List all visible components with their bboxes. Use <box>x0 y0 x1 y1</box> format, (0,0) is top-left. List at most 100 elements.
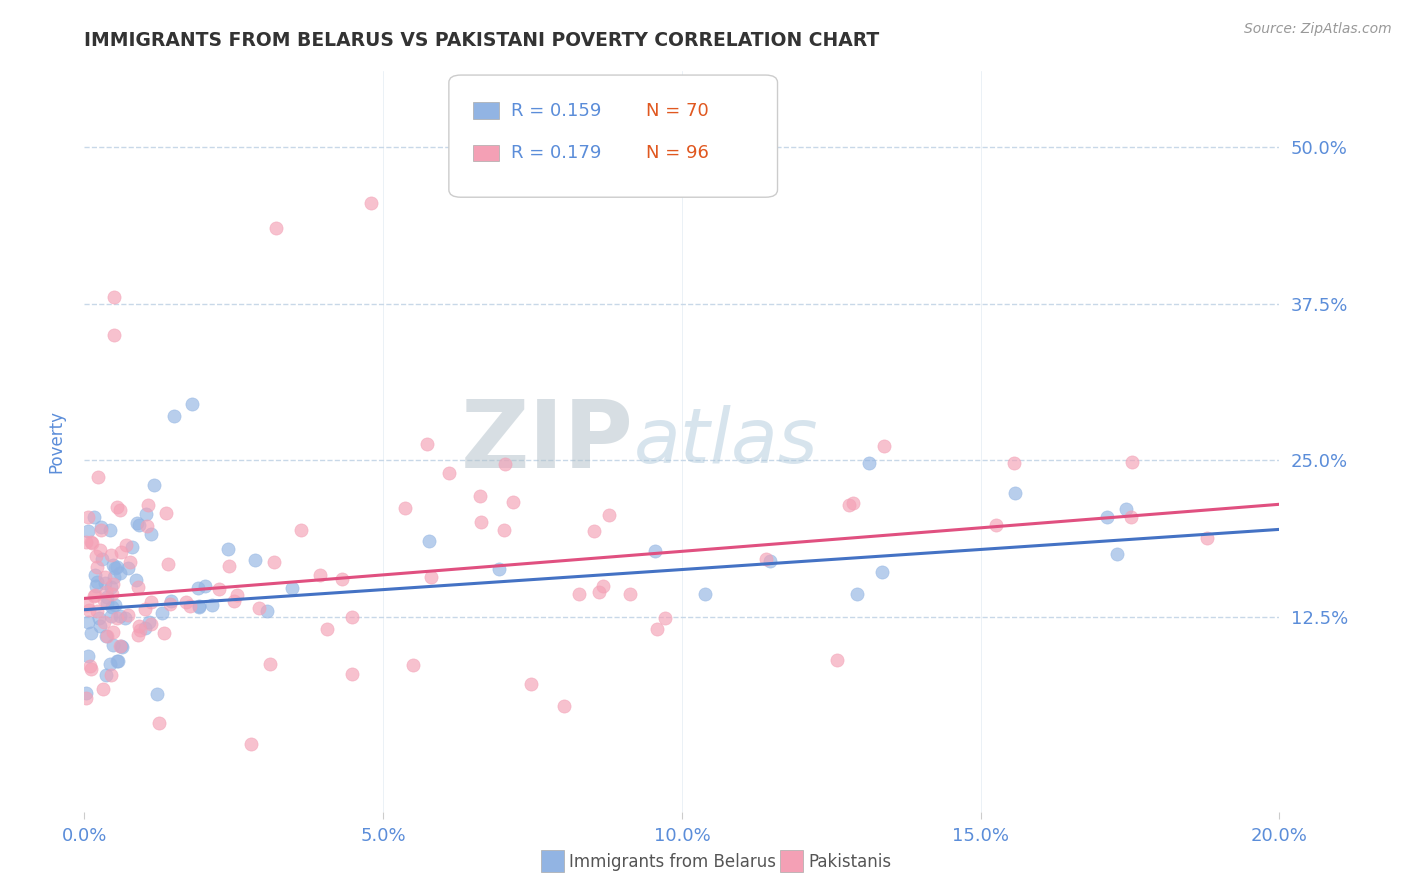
Point <box>281 582 304 596</box>
Point <box>96 667 118 681</box>
Point <box>127 580 149 594</box>
Point <box>110 545 132 559</box>
Point <box>98 523 121 537</box>
Text: R = 0.179: R = 0.179 <box>510 144 602 161</box>
Point <box>1002 456 1025 470</box>
Point <box>1115 502 1137 516</box>
Point <box>115 538 138 552</box>
Point <box>86 604 108 618</box>
Point <box>155 506 177 520</box>
Point <box>360 196 382 211</box>
Point <box>330 572 353 586</box>
Point <box>468 489 491 503</box>
Point <box>420 570 443 584</box>
Point <box>188 599 211 614</box>
Point <box>86 560 108 574</box>
Point <box>117 608 139 623</box>
Point <box>148 716 170 731</box>
Point <box>90 520 112 534</box>
Point <box>114 611 136 625</box>
Point <box>163 409 186 424</box>
Point <box>1004 485 1026 500</box>
Point <box>100 609 122 624</box>
Point <box>103 561 125 575</box>
Text: Source: ZipAtlas.com: Source: ZipAtlas.com <box>1244 22 1392 37</box>
Point <box>160 593 183 607</box>
Point <box>136 519 159 533</box>
Point <box>1107 547 1129 561</box>
Point <box>308 568 330 582</box>
Point <box>103 327 125 342</box>
Point <box>494 457 516 471</box>
Point <box>134 621 156 635</box>
Point <box>759 554 782 568</box>
Point <box>401 657 423 672</box>
Point <box>224 594 246 608</box>
Point <box>654 610 676 624</box>
Point <box>290 523 312 537</box>
Point <box>90 523 112 537</box>
FancyBboxPatch shape <box>472 103 499 119</box>
FancyBboxPatch shape <box>449 75 778 197</box>
Point <box>156 558 179 572</box>
Point <box>89 610 111 624</box>
Point <box>139 616 162 631</box>
Point <box>181 397 204 411</box>
Point <box>91 682 114 697</box>
Point <box>870 565 893 579</box>
Point <box>553 699 575 714</box>
Point <box>101 576 124 591</box>
Point <box>208 582 231 596</box>
Point <box>93 570 115 584</box>
Point <box>145 687 167 701</box>
Text: ZIP: ZIP <box>461 395 634 488</box>
Point <box>101 624 124 639</box>
Point <box>108 640 131 654</box>
Point <box>502 494 524 508</box>
Point <box>80 625 103 640</box>
Point <box>77 615 100 629</box>
Point <box>91 551 114 566</box>
Point <box>127 516 149 531</box>
Point <box>103 290 125 304</box>
Point <box>100 548 122 562</box>
Point <box>83 588 105 602</box>
Point <box>96 629 118 643</box>
Point <box>201 598 224 612</box>
Text: Immigrants from Belarus: Immigrants from Belarus <box>569 853 776 871</box>
Point <box>159 597 181 611</box>
Point <box>110 639 132 653</box>
Point <box>94 629 117 643</box>
Point <box>194 579 217 593</box>
Point <box>100 667 122 681</box>
Point <box>105 560 128 574</box>
Point <box>984 517 1007 532</box>
Point <box>128 623 150 637</box>
Point <box>135 507 157 521</box>
Point <box>107 654 129 668</box>
Point <box>416 437 439 451</box>
Point <box>139 527 162 541</box>
Point <box>647 622 669 636</box>
Point <box>108 609 131 624</box>
Point <box>76 524 98 538</box>
Point <box>187 581 209 595</box>
Point <box>418 534 440 549</box>
Point <box>138 615 160 630</box>
Point <box>93 615 115 629</box>
Point <box>139 595 162 609</box>
Point <box>96 585 118 599</box>
Point <box>1097 509 1119 524</box>
Point <box>105 500 128 514</box>
Point <box>103 638 125 652</box>
Point <box>243 553 266 567</box>
Point <box>86 549 108 564</box>
Point <box>77 603 100 617</box>
Point <box>120 555 142 569</box>
Point <box>256 603 278 617</box>
Point <box>136 498 159 512</box>
Point <box>598 508 620 522</box>
Point <box>124 574 146 588</box>
Point <box>263 555 285 569</box>
Point <box>96 590 118 604</box>
